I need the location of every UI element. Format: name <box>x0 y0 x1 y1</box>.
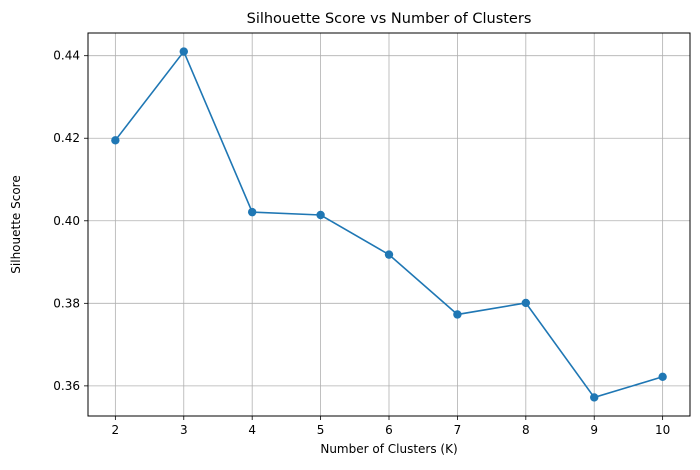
data-point <box>521 298 531 308</box>
x-tick-label: 3 <box>180 423 188 437</box>
data-point <box>316 210 325 220</box>
x-axis-label: Number of Clusters (K) <box>320 442 457 456</box>
y-tick-label: 0.42 <box>53 131 80 145</box>
x-tick-label: 2 <box>112 423 120 437</box>
x-tick-label: 8 <box>522 423 530 437</box>
x-axis: 2 3 4 5 6 7 8 9 10 <box>112 416 670 437</box>
y-tick-label: 0.40 <box>53 214 80 228</box>
x-tick-label: 4 <box>248 423 256 437</box>
data-point <box>247 207 257 217</box>
data-point <box>179 47 188 56</box>
y-tick-label: 0.44 <box>53 49 80 63</box>
y-tick-label: 0.38 <box>53 296 80 310</box>
data-point <box>384 250 394 259</box>
x-tick-label: 10 <box>655 423 670 437</box>
x-tick-label: 7 <box>454 423 462 437</box>
data-point <box>590 393 599 402</box>
x-tick-label: 5 <box>317 423 325 437</box>
y-tick-label: 0.36 <box>53 379 80 393</box>
data-point <box>453 310 462 319</box>
chart-title: Silhouette Score vs Number of Clusters <box>247 11 532 27</box>
x-tick-label: 9 <box>590 423 598 437</box>
data-point <box>111 136 120 145</box>
grid <box>88 33 690 416</box>
series-group <box>111 47 667 402</box>
data-point <box>658 372 667 381</box>
y-axis: 0.36 0.38 0.40 0.42 0.44 <box>53 49 88 393</box>
y-axis-label: Silhouette Score <box>9 175 23 273</box>
x-tick-label: 6 <box>385 423 393 437</box>
